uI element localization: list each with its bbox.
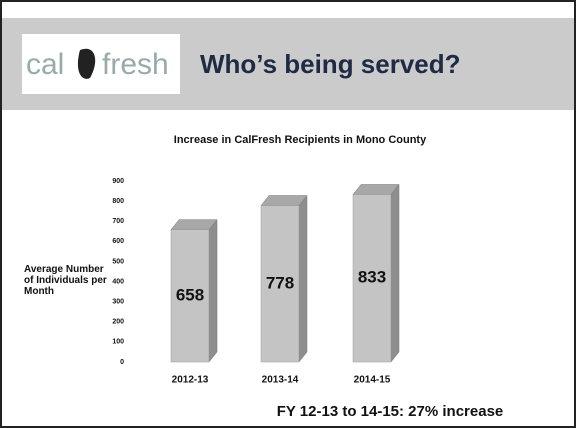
value-label: 658	[176, 285, 204, 304]
bar	[170, 229, 210, 363]
bar-side	[298, 194, 308, 363]
y-tick-label: 900	[112, 178, 124, 185]
logo-text: cal	[26, 48, 64, 81]
y-tick-label: 200	[112, 319, 124, 326]
y-tick-label: 300	[112, 299, 124, 306]
x-tick-label: 2014-15	[354, 375, 391, 386]
bar-top	[260, 195, 308, 206]
y-tick-label: 800	[112, 198, 124, 205]
y-tick-label: 100	[112, 339, 124, 346]
y-tick-label: 600	[112, 238, 124, 245]
value-label: 778	[266, 273, 294, 292]
bar-side	[390, 183, 400, 363]
bar-top	[170, 219, 218, 230]
slide-title: Who’s being served?	[200, 49, 461, 79]
bar-top	[352, 184, 400, 195]
chart-title: Increase in CalFresh Recipients in Mono …	[174, 134, 427, 146]
logo-box	[22, 34, 180, 94]
bar	[260, 205, 300, 363]
bar-side	[208, 218, 218, 363]
y-tick-label: 0	[120, 359, 124, 366]
y-tick-label: 700	[112, 218, 124, 225]
y-tick-label: 400	[112, 278, 124, 285]
footnote: FY 12-13 to 14-15: 27% increase	[277, 403, 504, 420]
logo-text: fresh	[102, 48, 169, 81]
value-label: 833	[358, 268, 386, 287]
x-tick-label: 2013-14	[262, 375, 299, 386]
bar	[352, 194, 392, 363]
y-axis-label: Average Number of Individuals per Month	[24, 264, 107, 297]
logo-leaf	[77, 48, 96, 79]
x-tick-label: 2012-13	[172, 375, 209, 386]
y-tick-label: 500	[112, 258, 124, 265]
